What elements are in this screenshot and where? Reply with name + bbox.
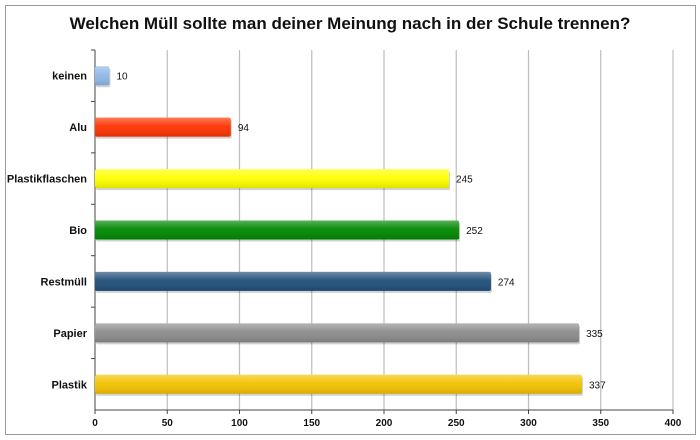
x-tick-label: 250 <box>448 418 465 429</box>
category-label: Bio <box>69 225 87 237</box>
value-label: 335 <box>586 329 603 340</box>
chart-title: Welchen Müll sollte man deiner Meinung n… <box>69 14 631 33</box>
bars <box>95 66 583 396</box>
category-label: Plastikflaschen <box>7 174 87 186</box>
x-tick-label: 200 <box>376 418 393 429</box>
category-label: Restmüll <box>41 276 87 288</box>
bar-highlight <box>95 271 491 291</box>
category-label: Papier <box>53 328 87 340</box>
value-label: 337 <box>589 380 606 391</box>
bar-highlight <box>95 323 580 343</box>
x-tick-label: 300 <box>520 418 537 429</box>
x-tick-label: 400 <box>665 418 682 429</box>
value-label: 274 <box>498 277 515 288</box>
value-label: 252 <box>466 226 483 237</box>
x-tick-label: 0 <box>92 418 98 429</box>
chart-frame <box>5 5 696 435</box>
x-tick-label: 50 <box>162 418 174 429</box>
category-label: Alu <box>69 122 87 134</box>
x-tick-label: 100 <box>231 418 248 429</box>
bar-highlight <box>95 374 582 394</box>
x-tick-label: 350 <box>592 418 609 429</box>
value-label: 245 <box>456 175 473 186</box>
category-label: Plastik <box>52 379 88 391</box>
category-label: keinen <box>52 71 87 83</box>
value-label: 94 <box>238 123 250 134</box>
bar-highlight <box>95 220 460 240</box>
bar-highlight <box>95 66 110 86</box>
bar-highlight <box>95 117 231 137</box>
bar-highlight <box>95 169 450 189</box>
x-tick-label: 150 <box>303 418 320 429</box>
labels: 0 50 100 150 200 250 300 350 400 keinen 10 Alu 94 Pla… <box>7 71 682 429</box>
value-label: 10 <box>116 72 128 83</box>
